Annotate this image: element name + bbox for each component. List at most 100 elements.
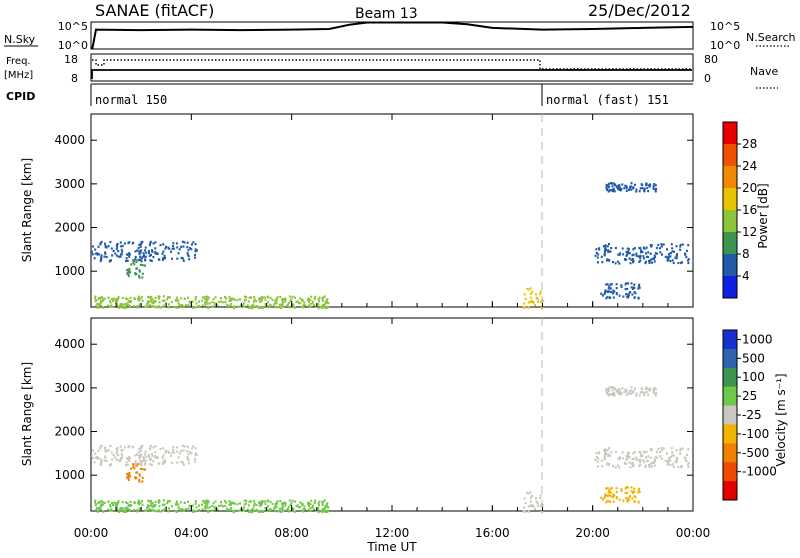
echo-cell bbox=[615, 491, 618, 494]
echo-cell bbox=[621, 183, 624, 186]
echo-cell bbox=[181, 444, 184, 447]
echo-cell bbox=[539, 494, 542, 497]
echo-cell bbox=[308, 504, 311, 507]
echo-cell bbox=[147, 249, 150, 253]
echo-cell bbox=[655, 456, 658, 459]
echo-cell bbox=[631, 293, 634, 296]
echo-cell bbox=[307, 298, 310, 301]
echo-cell bbox=[148, 505, 150, 508]
velocity-colorbar-swatch bbox=[723, 386, 737, 406]
echo-cell bbox=[639, 391, 642, 394]
echo-cell bbox=[282, 298, 285, 301]
echo-cell bbox=[192, 241, 195, 244]
echo-cell bbox=[180, 245, 183, 248]
echo-cell bbox=[166, 298, 169, 301]
echo-cell bbox=[248, 306, 251, 309]
echo-cell bbox=[140, 464, 143, 467]
echo-cell bbox=[192, 305, 195, 308]
echo-cell bbox=[284, 504, 287, 507]
echo-cell bbox=[642, 459, 645, 462]
echo-cell bbox=[639, 458, 642, 461]
power-colorbar-tick-label: 16 bbox=[742, 203, 757, 217]
echo-cell bbox=[606, 499, 609, 503]
echo-cell bbox=[179, 306, 182, 309]
echo-cell bbox=[146, 302, 149, 305]
echo-cell bbox=[139, 449, 142, 452]
echo-cell bbox=[535, 296, 538, 299]
echo-cell bbox=[141, 240, 144, 243]
echo-cell bbox=[630, 188, 633, 191]
echo-cell bbox=[243, 503, 246, 506]
echo-cell bbox=[217, 504, 220, 508]
echo-cell bbox=[151, 298, 154, 301]
echo-cell bbox=[641, 387, 644, 391]
echo-cell bbox=[154, 451, 157, 454]
echo-cell bbox=[100, 444, 103, 447]
echo-cell bbox=[138, 258, 141, 261]
velocity-colorbar-tick-label: -500 bbox=[742, 446, 769, 460]
echo-cell bbox=[194, 447, 197, 450]
echo-cell bbox=[662, 447, 665, 450]
echo-cell bbox=[679, 245, 682, 248]
echo-cell bbox=[128, 255, 131, 258]
echo-cell bbox=[151, 502, 154, 505]
echo-cell bbox=[604, 454, 606, 457]
echo-cell bbox=[641, 250, 644, 254]
echo-cell bbox=[666, 463, 669, 466]
echo-cell bbox=[225, 303, 228, 306]
echo-cell bbox=[604, 245, 607, 248]
echo-cell bbox=[148, 458, 151, 461]
echo-cell bbox=[232, 306, 235, 309]
cpid-segment-1: normal 150 bbox=[95, 93, 167, 107]
echo-cell bbox=[672, 250, 675, 253]
echo-cell bbox=[527, 306, 530, 309]
echo-cell bbox=[632, 248, 635, 251]
echo-cell bbox=[137, 502, 139, 505]
power-colorbar-swatch bbox=[723, 210, 737, 233]
echo-cell bbox=[172, 242, 175, 245]
echo-cell bbox=[627, 252, 630, 255]
echo-cell bbox=[236, 299, 239, 302]
echo-cell bbox=[130, 299, 133, 303]
echo-cell bbox=[212, 298, 215, 301]
echo-cell bbox=[152, 305, 155, 308]
echo-cell bbox=[203, 501, 206, 505]
velocity-colorbar-swatch bbox=[723, 330, 737, 350]
velocity-colorbar-tick-label: -100 bbox=[742, 427, 769, 441]
date-title: 25/Dec/2012 bbox=[588, 1, 691, 20]
echo-cell bbox=[242, 302, 245, 305]
echo-cell bbox=[621, 451, 624, 454]
echo-cell bbox=[281, 502, 284, 505]
echo-cell bbox=[261, 503, 263, 506]
echo-cell bbox=[603, 496, 606, 500]
echo-cell bbox=[113, 297, 116, 300]
echo-region-band-3000km-evening bbox=[605, 386, 658, 397]
echo-cell bbox=[127, 478, 130, 482]
echo-cell bbox=[154, 305, 157, 308]
echo-cell bbox=[651, 465, 653, 468]
echo-cell bbox=[201, 304, 204, 307]
echo-cell bbox=[159, 448, 162, 451]
echo-cell bbox=[288, 499, 291, 502]
echo-cell bbox=[142, 252, 145, 255]
echo-cell bbox=[239, 509, 242, 512]
echo-cell bbox=[597, 253, 600, 256]
echo-cell bbox=[253, 500, 256, 503]
echo-cell bbox=[630, 386, 633, 389]
echo-cell bbox=[188, 504, 191, 507]
echo-cell bbox=[655, 252, 658, 255]
echo-cell bbox=[281, 298, 284, 301]
echo-cell bbox=[280, 306, 283, 309]
echo-cell bbox=[252, 507, 255, 510]
echo-cell bbox=[170, 454, 172, 457]
echo-cell bbox=[112, 503, 114, 507]
echo-cell bbox=[194, 248, 197, 251]
echo-cell bbox=[132, 465, 135, 468]
echo-cell bbox=[628, 188, 630, 191]
echo-cell bbox=[287, 506, 290, 509]
echo-cell bbox=[606, 462, 609, 465]
echo-cell bbox=[121, 501, 124, 504]
echo-cell bbox=[143, 255, 146, 258]
echo-cell bbox=[179, 510, 182, 513]
echo-cell bbox=[292, 507, 295, 510]
